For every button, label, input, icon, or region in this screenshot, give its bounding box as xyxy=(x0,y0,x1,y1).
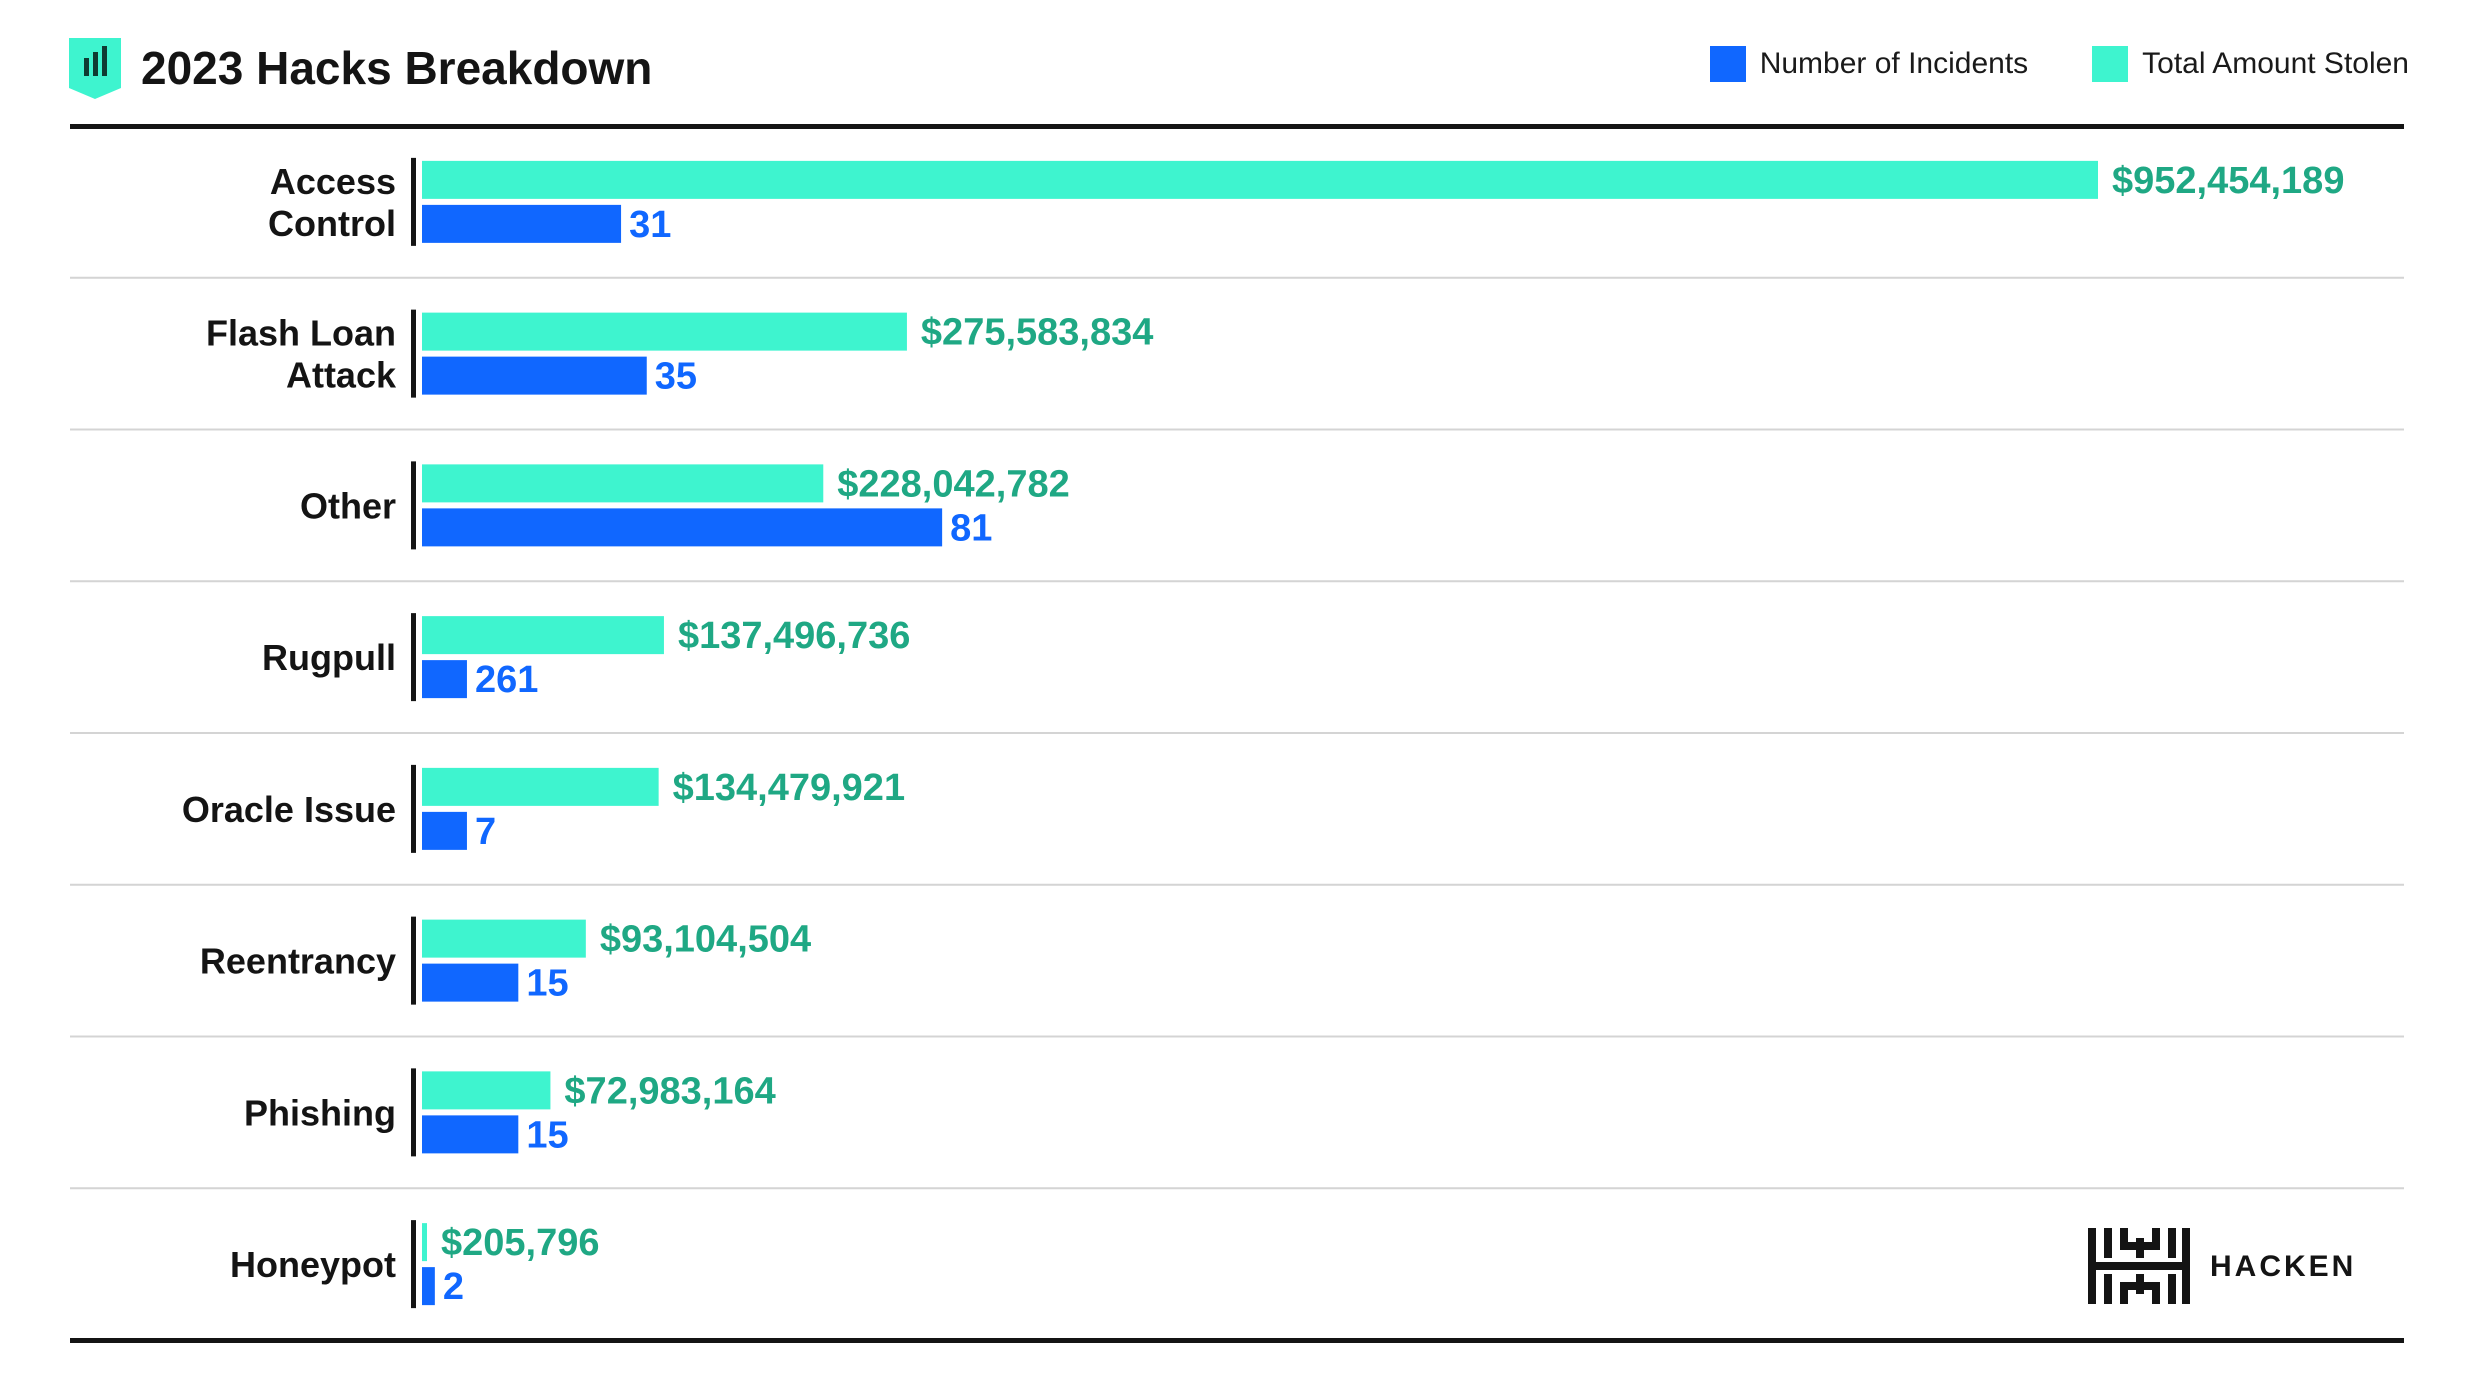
category-axis-tick xyxy=(411,764,416,853)
category-axis-tick xyxy=(411,157,416,246)
incidents-bar xyxy=(422,356,647,395)
amount-bar xyxy=(422,919,586,958)
amount-bar xyxy=(422,312,907,351)
incidents-bar xyxy=(422,660,467,699)
row-divider xyxy=(70,1035,2404,1038)
row-divider xyxy=(70,276,2404,279)
category-label: Phishing xyxy=(244,1092,396,1133)
category-axis-tick xyxy=(411,461,416,550)
amount-bar xyxy=(422,616,664,655)
amount-data-label: $134,479,921 xyxy=(673,767,905,809)
top-rule xyxy=(70,124,2404,129)
legend-label-incidents: Number of Incidents xyxy=(1759,47,2029,80)
incidents-bar xyxy=(422,1267,435,1306)
row-divider xyxy=(70,1187,2404,1190)
legend-label-amount: Total Amount Stolen xyxy=(2142,47,2409,80)
row-divider xyxy=(70,883,2404,886)
category-label: Honeypot xyxy=(230,1244,396,1285)
row-divider xyxy=(70,732,2404,734)
row-divider xyxy=(70,580,2404,583)
legend-swatch-amount xyxy=(2092,46,2129,82)
incidents-bar xyxy=(422,963,519,1002)
legend-swatch-incidents xyxy=(1709,46,1746,82)
amount-data-label: $205,796 xyxy=(441,1222,600,1264)
category-label: Other xyxy=(300,485,396,526)
category-axis-tick xyxy=(411,1068,416,1157)
amount-bar xyxy=(422,160,2098,199)
logo-text: HACKEN xyxy=(2210,1250,2356,1283)
amount-data-label: $137,496,736 xyxy=(678,615,910,657)
amount-data-label: $72,983,164 xyxy=(564,1070,775,1112)
category-axis-tick xyxy=(411,613,416,702)
amount-bar xyxy=(422,464,824,503)
amount-bar xyxy=(422,1071,551,1110)
incidents-bar xyxy=(422,204,622,243)
bar-chart-icon xyxy=(69,38,121,99)
incidents-data-label: 15 xyxy=(526,1114,568,1156)
incidents-data-label: 15 xyxy=(526,963,568,1005)
row-divider xyxy=(70,428,2404,431)
incidents-data-label: 261 xyxy=(475,659,538,701)
bottom-rule xyxy=(70,1338,2404,1343)
category-label: Control xyxy=(268,203,396,244)
category-label: Flash Loan xyxy=(206,313,396,354)
incidents-data-label: 35 xyxy=(655,356,697,398)
legend-item-amount: Total Amount Stolen xyxy=(2092,46,2409,82)
amount-bar xyxy=(422,1223,427,1262)
incidents-bar xyxy=(422,508,943,547)
incidents-data-label: 7 xyxy=(475,811,496,853)
category-label: Oracle Issue xyxy=(182,789,396,830)
incidents-data-label: 2 xyxy=(443,1266,464,1308)
amount-data-label: $952,454,189 xyxy=(2112,160,2344,202)
category-axis-tick xyxy=(411,916,416,1005)
amount-bar xyxy=(422,767,659,806)
incidents-bar xyxy=(422,1115,519,1154)
incidents-data-label: 31 xyxy=(629,204,671,246)
amount-data-label: $93,104,504 xyxy=(600,919,811,961)
category-axis-tick xyxy=(411,1220,416,1309)
legend: Number of Incidents Total Amount Stolen xyxy=(1646,46,2409,82)
incidents-data-label: 81 xyxy=(950,507,992,549)
hacken-logo: HACKEN xyxy=(2088,1228,2356,1304)
category-label: Access xyxy=(270,161,396,202)
amount-data-label: $228,042,782 xyxy=(837,463,1069,505)
category-label: Rugpull xyxy=(262,637,396,678)
amount-data-label: $275,583,834 xyxy=(921,312,1153,354)
chart-title: 2023 Hacks Breakdown xyxy=(141,42,653,94)
category-label: Attack xyxy=(286,355,397,396)
category-axis-tick xyxy=(411,309,416,398)
legend-item-incidents: Number of Incidents xyxy=(1709,46,2029,82)
incidents-bar xyxy=(422,811,467,850)
category-label: Reentrancy xyxy=(200,941,396,982)
